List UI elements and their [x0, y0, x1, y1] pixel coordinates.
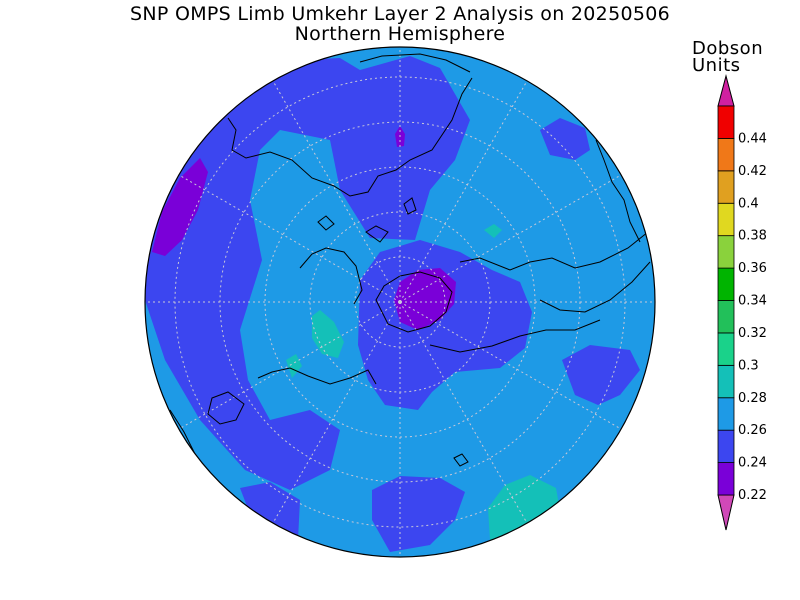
colorbar-band: [717, 202, 735, 237]
field-region-024-026: [372, 476, 465, 552]
colorbar-tick-label: 0.26: [738, 423, 767, 438]
colorbar-tick-label: 0.22: [738, 488, 767, 503]
coastline-islands: [317, 215, 335, 231]
units-line-1: Dobson: [692, 38, 764, 59]
colorbar-over-triangle: [717, 74, 735, 107]
field-region-022-024: [394, 268, 456, 330]
coastline-europe: [257, 367, 377, 385]
coastline-scandinavia: [299, 247, 363, 305]
field-region-028-030: [312, 310, 344, 358]
coastline-islands: [365, 225, 389, 243]
field-region-024-026: [562, 345, 640, 405]
coastline-north-america: [539, 261, 651, 313]
coastline-asia: [227, 77, 473, 197]
coastline-north-america: [429, 319, 601, 353]
colorbar-tick-label: 0.32: [738, 326, 767, 341]
colorbar-band: [717, 332, 735, 366]
colorbar-tick-label: 0.34: [738, 294, 767, 309]
coastline-east-asia: [359, 53, 471, 73]
colorbar-tick-label: 0.24: [738, 456, 767, 471]
field-region-028-030: [484, 224, 502, 238]
map-subtitle: Northern Hemisphere: [294, 23, 506, 45]
colorbar-band: [717, 235, 735, 269]
coastline-greenland: [375, 271, 453, 333]
colorbar-band: [717, 462, 735, 496]
coastline-islands: [403, 197, 417, 215]
colorbar-tick-label: 0.4: [738, 196, 759, 211]
colorbar-tick-label: 0.38: [738, 229, 767, 244]
map-title: SNP OMPS Limb Umkehr Layer 2 Analysis on…: [129, 3, 671, 25]
colorbar: 0.22 0.24 0.26 0.28 0.3 0.32 0.34 0.36 0.38 0.4 0.…: [717, 74, 767, 531]
field-region-028-030: [286, 354, 302, 378]
polar-map: [145, 47, 655, 557]
colorbar-tick-label: 0.44: [738, 131, 767, 146]
colorbar-units-label: Dobson Units: [692, 38, 764, 76]
colorbar-band: [717, 170, 735, 204]
colorbar-band: [717, 364, 735, 399]
colorbar-band: [717, 267, 735, 301]
colorbar-band: [717, 300, 735, 334]
field-region-024-026: [540, 118, 590, 160]
coastline-europe: [207, 391, 245, 425]
hemisphere-outline: [144, 46, 656, 558]
colorbar-band: [717, 105, 735, 139]
colorbar-band: [717, 397, 735, 431]
colorbar-band: [717, 138, 735, 172]
field-region-024-026: [145, 56, 470, 490]
colorbar-tick-label: 0.42: [738, 164, 767, 179]
colorbar-tick-label: 0.28: [738, 391, 767, 406]
coastline-north-america: [459, 231, 649, 271]
field-region-022-024: [152, 158, 208, 256]
colorbar-tick-label: 0.3: [738, 358, 759, 373]
colorbar-tick-label: 0.36: [738, 261, 767, 276]
coastline-canada: [595, 139, 641, 243]
coastline-islands: [453, 453, 469, 467]
colorbar-under-triangle: [717, 494, 735, 531]
coastlines: [169, 53, 651, 517]
units-line-2: Units: [692, 55, 741, 76]
colorbar-band: [717, 429, 735, 463]
